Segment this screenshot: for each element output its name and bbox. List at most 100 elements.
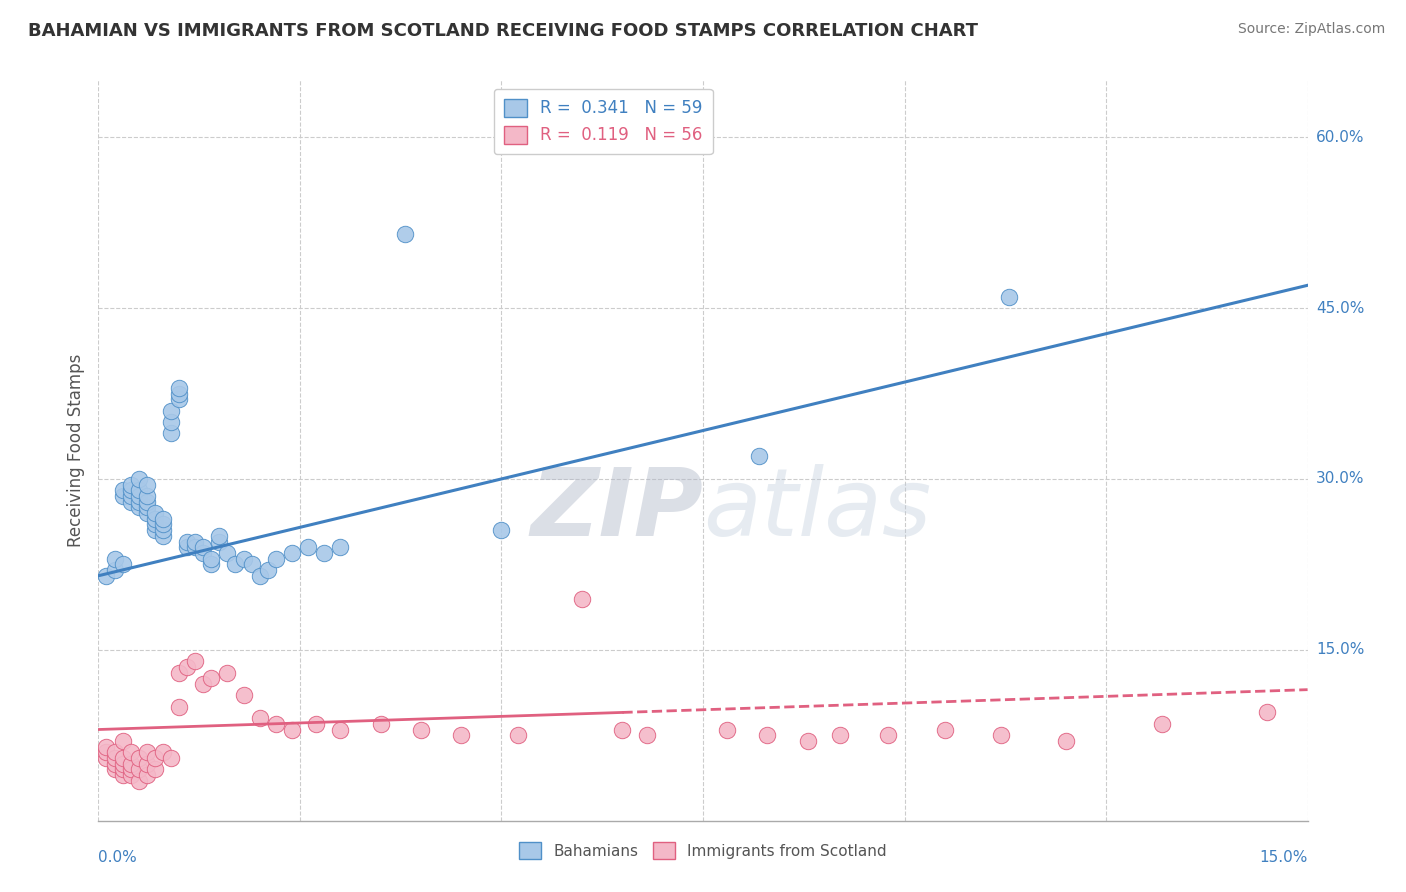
Point [111,489,134,503]
Point [232,551,254,566]
Point [394,227,416,241]
Point [305,716,328,731]
Point [990,728,1012,742]
Point [135,745,157,759]
Point [143,506,166,520]
Point [120,477,142,491]
Point [103,756,125,771]
Point [193,541,215,555]
Point [135,500,157,515]
Point [208,534,231,549]
Point [128,489,150,503]
Point [103,745,125,759]
Text: Source: ZipAtlas.com: Source: ZipAtlas.com [1237,22,1385,37]
Point [128,494,150,508]
Point [208,529,231,543]
Point [176,660,198,674]
Point [96,751,118,765]
Point [200,551,222,566]
Point [152,512,174,526]
Point [1054,734,1077,748]
Text: 15.0%: 15.0% [1260,850,1308,865]
Point [111,751,134,765]
Point [120,489,142,503]
Point [249,568,271,582]
Point [128,773,150,788]
Point [103,563,125,577]
Point [612,723,634,737]
Point [103,551,125,566]
Text: BAHAMIAN VS IMMIGRANTS FROM SCOTLAND RECEIVING FOOD STAMPS CORRELATION CHART: BAHAMIAN VS IMMIGRANTS FROM SCOTLAND REC… [28,22,979,40]
Point [120,756,142,771]
Point [160,403,183,417]
Point [200,558,222,572]
Point [167,381,190,395]
Point [264,716,287,731]
Point [143,751,166,765]
Point [143,523,166,537]
Text: ZIP: ZIP [530,464,703,556]
Point [120,768,142,782]
Point [143,517,166,532]
Point [329,541,352,555]
Point [152,517,174,532]
Point [571,591,593,606]
Point [135,477,157,491]
Point [160,751,183,765]
Point [135,756,157,771]
Point [249,711,271,725]
Point [184,534,207,549]
Point [184,654,207,668]
Point [111,734,134,748]
Point [152,745,174,759]
Point [491,523,513,537]
Point [176,534,198,549]
Point [256,563,278,577]
Point [111,756,134,771]
Point [167,699,190,714]
Point [103,763,125,777]
Point [176,541,198,555]
Point [143,512,166,526]
Point [111,483,134,498]
Point [135,494,157,508]
Point [200,671,222,685]
Point [184,541,207,555]
Point [135,489,157,503]
Point [934,723,956,737]
Point [716,723,738,737]
Point [167,392,190,407]
Point [506,728,529,742]
Point [193,546,215,560]
Point [314,546,336,560]
Text: atlas: atlas [703,464,931,555]
Point [998,290,1021,304]
Text: 0.0%: 0.0% [98,850,138,865]
Point [167,386,190,401]
Point [281,546,304,560]
Point [160,426,183,441]
Point [152,523,174,537]
Point [128,500,150,515]
Point [828,728,851,742]
Point [128,472,150,486]
Point [636,728,658,742]
Point [797,734,820,748]
Point [232,689,254,703]
Point [120,763,142,777]
Point [193,677,215,691]
Point [877,728,900,742]
Point [1152,716,1174,731]
Point [120,483,142,498]
Point [281,723,304,737]
Point [748,449,770,463]
Point [450,728,472,742]
Point [152,529,174,543]
Point [409,723,432,737]
Point [224,558,246,572]
Point [370,716,392,731]
Point [120,494,142,508]
Point [756,728,779,742]
Point [103,751,125,765]
Legend: Bahamians, Immigrants from Scotland: Bahamians, Immigrants from Scotland [513,836,893,865]
